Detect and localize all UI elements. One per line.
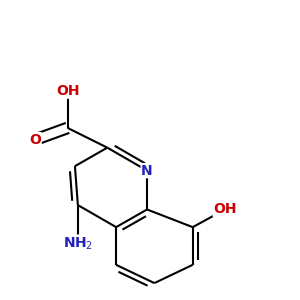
Text: OH: OH (213, 202, 237, 217)
Text: O: O (29, 133, 41, 147)
Text: N: N (141, 164, 153, 178)
Text: OH: OH (56, 84, 79, 98)
Text: NH$_2$: NH$_2$ (63, 235, 93, 251)
